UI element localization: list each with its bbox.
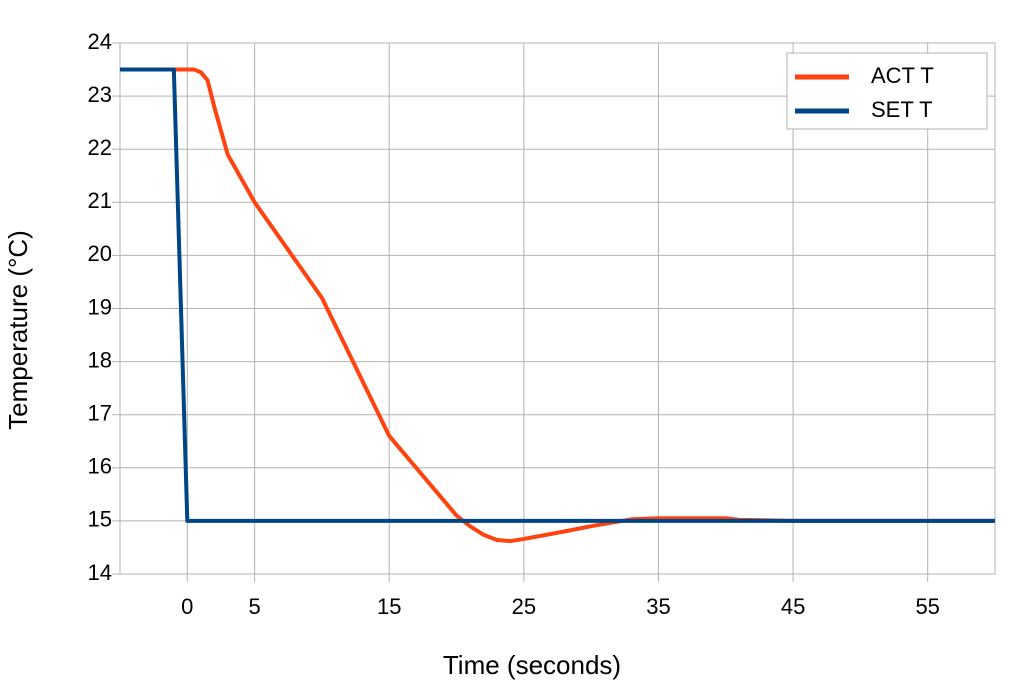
x-tick-label: 35 bbox=[646, 594, 670, 619]
x-tick-label: 45 bbox=[781, 594, 805, 619]
y-tick-label: 14 bbox=[88, 560, 112, 585]
x-tick-label: 15 bbox=[377, 594, 401, 619]
y-tick-label: 17 bbox=[88, 401, 112, 426]
legend-box bbox=[786, 52, 988, 130]
y-tick-label: 18 bbox=[88, 347, 112, 372]
series-line bbox=[120, 67, 995, 544]
y-tick-label: 16 bbox=[88, 454, 112, 479]
legend-label: SET T bbox=[871, 97, 933, 122]
x-tick-label: 25 bbox=[512, 594, 536, 619]
y-tick-label: 21 bbox=[88, 188, 112, 213]
x-tick-label: 5 bbox=[248, 594, 260, 619]
y-axis-label: Temperature (°C) bbox=[3, 230, 33, 430]
plot-frame bbox=[119, 42, 996, 575]
y-tick-label: 23 bbox=[88, 82, 112, 107]
legend: ACT T SET T bbox=[786, 52, 988, 130]
y-tick-label: 20 bbox=[88, 241, 112, 266]
series-line bbox=[120, 67, 995, 523]
x-tick-label: 0 bbox=[181, 594, 193, 619]
y-tick-label: 19 bbox=[88, 294, 112, 319]
y-tick-label: 22 bbox=[88, 135, 112, 160]
y-tick-label: 15 bbox=[88, 507, 112, 532]
y-tick-label: 24 bbox=[88, 29, 112, 54]
x-axis-label: Time (seconds) bbox=[443, 650, 621, 680]
legend-label: ACT T bbox=[871, 63, 934, 88]
x-tick-label: 55 bbox=[915, 594, 939, 619]
